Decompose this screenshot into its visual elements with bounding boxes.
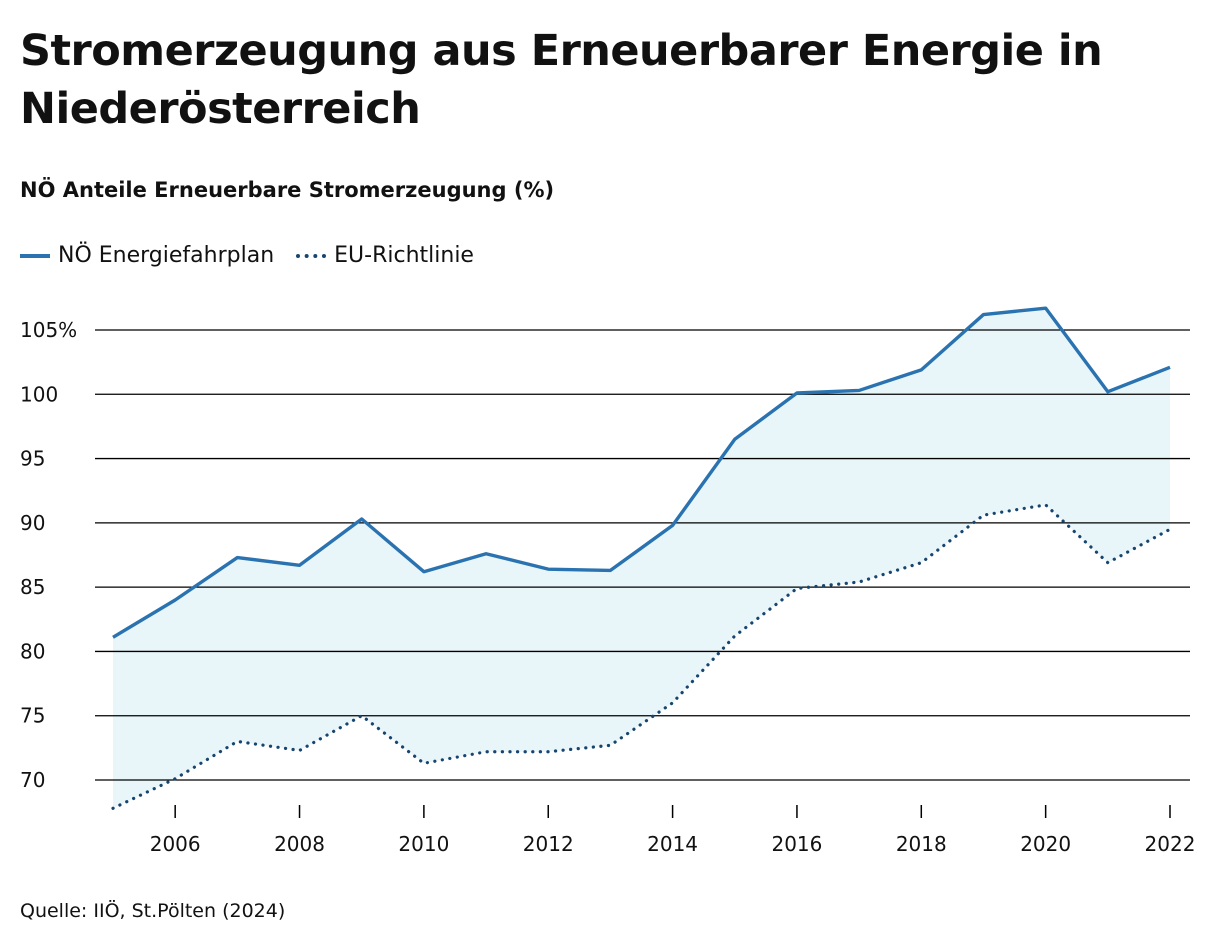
x-tick-label-2010: 2010 [398, 832, 449, 856]
legend-swatch-solid [20, 253, 50, 258]
x-tick-label-2012: 2012 [523, 832, 574, 856]
legend-item-series-1: NÖ Energiefahrplan [20, 243, 274, 268]
y-tick-label-80: 80 [20, 639, 45, 663]
y-tick-label-75: 75 [20, 704, 45, 728]
x-tick-label-2008: 2008 [274, 832, 325, 856]
series-line-2 [111, 503, 1172, 810]
source-note: Quelle: IIÖ, St.Pölten (2024) [20, 900, 286, 922]
x-tick-label-2018: 2018 [896, 832, 947, 856]
x-tick-label-2016: 2016 [771, 832, 822, 856]
gridlines [95, 329, 1190, 781]
y-tick-label-90: 90 [20, 511, 45, 535]
y-tick-label-95: 95 [20, 447, 45, 471]
legend: NÖ Energiefahrplan EU-Richtlinie [20, 243, 496, 268]
legend-item-series-2: EU-Richtlinie [296, 243, 474, 268]
area-between-series [113, 308, 1170, 809]
y-axis-ticks: 70 75 80 85 90 95 100 105% [20, 318, 77, 792]
chart-subtitle: NÖ Anteile Erneuerbare Stromerzeugung (%… [20, 178, 555, 202]
y-tick-label-100: 100 [20, 382, 58, 406]
y-tick-label-85: 85 [20, 575, 45, 599]
x-tick-label-2014: 2014 [647, 832, 698, 856]
legend-swatch-dotted [296, 253, 327, 258]
y-tick-label-105: 105% [20, 318, 77, 342]
x-tick-label-2006: 2006 [150, 832, 201, 856]
area-fill [113, 308, 1170, 809]
x-axis: 2006 2008 2010 2012 2014 2016 2018 2020 2022 [150, 805, 1196, 856]
y-tick-label-70: 70 [20, 768, 45, 792]
x-tick-label-2020: 2020 [1020, 832, 1071, 856]
legend-label-series-2: EU-Richtlinie [334, 243, 474, 268]
legend-label-series-1: NÖ Energiefahrplan [58, 243, 275, 268]
x-tick-label-2022: 2022 [1145, 832, 1196, 856]
chart-title: Stromerzeugung aus Erneuerbarer Energie … [20, 26, 1103, 134]
series-line-1 [112, 306, 1171, 639]
series-lines [111, 306, 1172, 810]
